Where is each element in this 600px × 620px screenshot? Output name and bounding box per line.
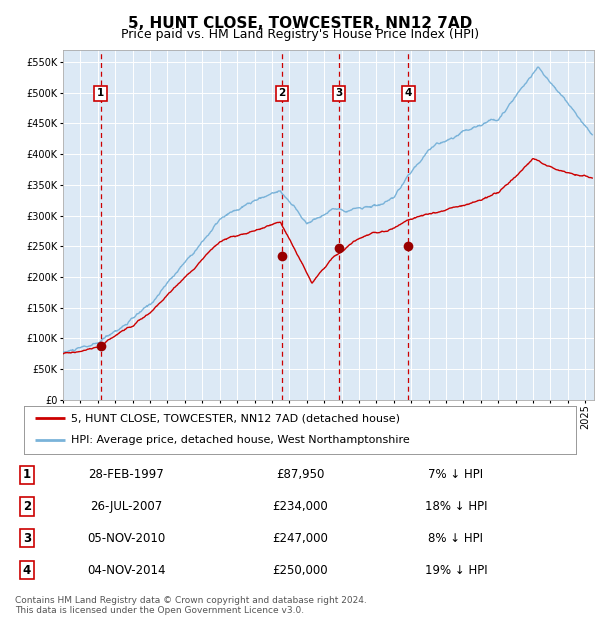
Text: £250,000: £250,000 (272, 564, 328, 577)
Text: 3: 3 (23, 532, 31, 545)
Text: 18% ↓ HPI: 18% ↓ HPI (425, 500, 487, 513)
Text: 3: 3 (335, 89, 343, 99)
Text: £247,000: £247,000 (272, 532, 328, 545)
Text: 1: 1 (23, 468, 31, 481)
Text: 8% ↓ HPI: 8% ↓ HPI (428, 532, 484, 545)
Text: £234,000: £234,000 (272, 500, 328, 513)
Text: 28-FEB-1997: 28-FEB-1997 (88, 468, 164, 481)
Text: 04-NOV-2014: 04-NOV-2014 (87, 564, 165, 577)
Text: £87,950: £87,950 (276, 468, 324, 481)
Text: 2: 2 (23, 500, 31, 513)
Text: 05-NOV-2010: 05-NOV-2010 (87, 532, 165, 545)
Text: 26-JUL-2007: 26-JUL-2007 (90, 500, 162, 513)
Text: Price paid vs. HM Land Registry's House Price Index (HPI): Price paid vs. HM Land Registry's House … (121, 28, 479, 41)
Text: 4: 4 (405, 89, 412, 99)
Text: 5, HUNT CLOSE, TOWCESTER, NN12 7AD (detached house): 5, HUNT CLOSE, TOWCESTER, NN12 7AD (deta… (71, 413, 400, 423)
Text: 2: 2 (278, 89, 286, 99)
Text: 1: 1 (97, 89, 104, 99)
Text: Contains HM Land Registry data © Crown copyright and database right 2024.
This d: Contains HM Land Registry data © Crown c… (15, 596, 367, 615)
Text: 5, HUNT CLOSE, TOWCESTER, NN12 7AD: 5, HUNT CLOSE, TOWCESTER, NN12 7AD (128, 16, 472, 30)
Text: HPI: Average price, detached house, West Northamptonshire: HPI: Average price, detached house, West… (71, 435, 410, 446)
Text: 4: 4 (23, 564, 31, 577)
Text: 7% ↓ HPI: 7% ↓ HPI (428, 468, 484, 481)
Text: 19% ↓ HPI: 19% ↓ HPI (425, 564, 487, 577)
